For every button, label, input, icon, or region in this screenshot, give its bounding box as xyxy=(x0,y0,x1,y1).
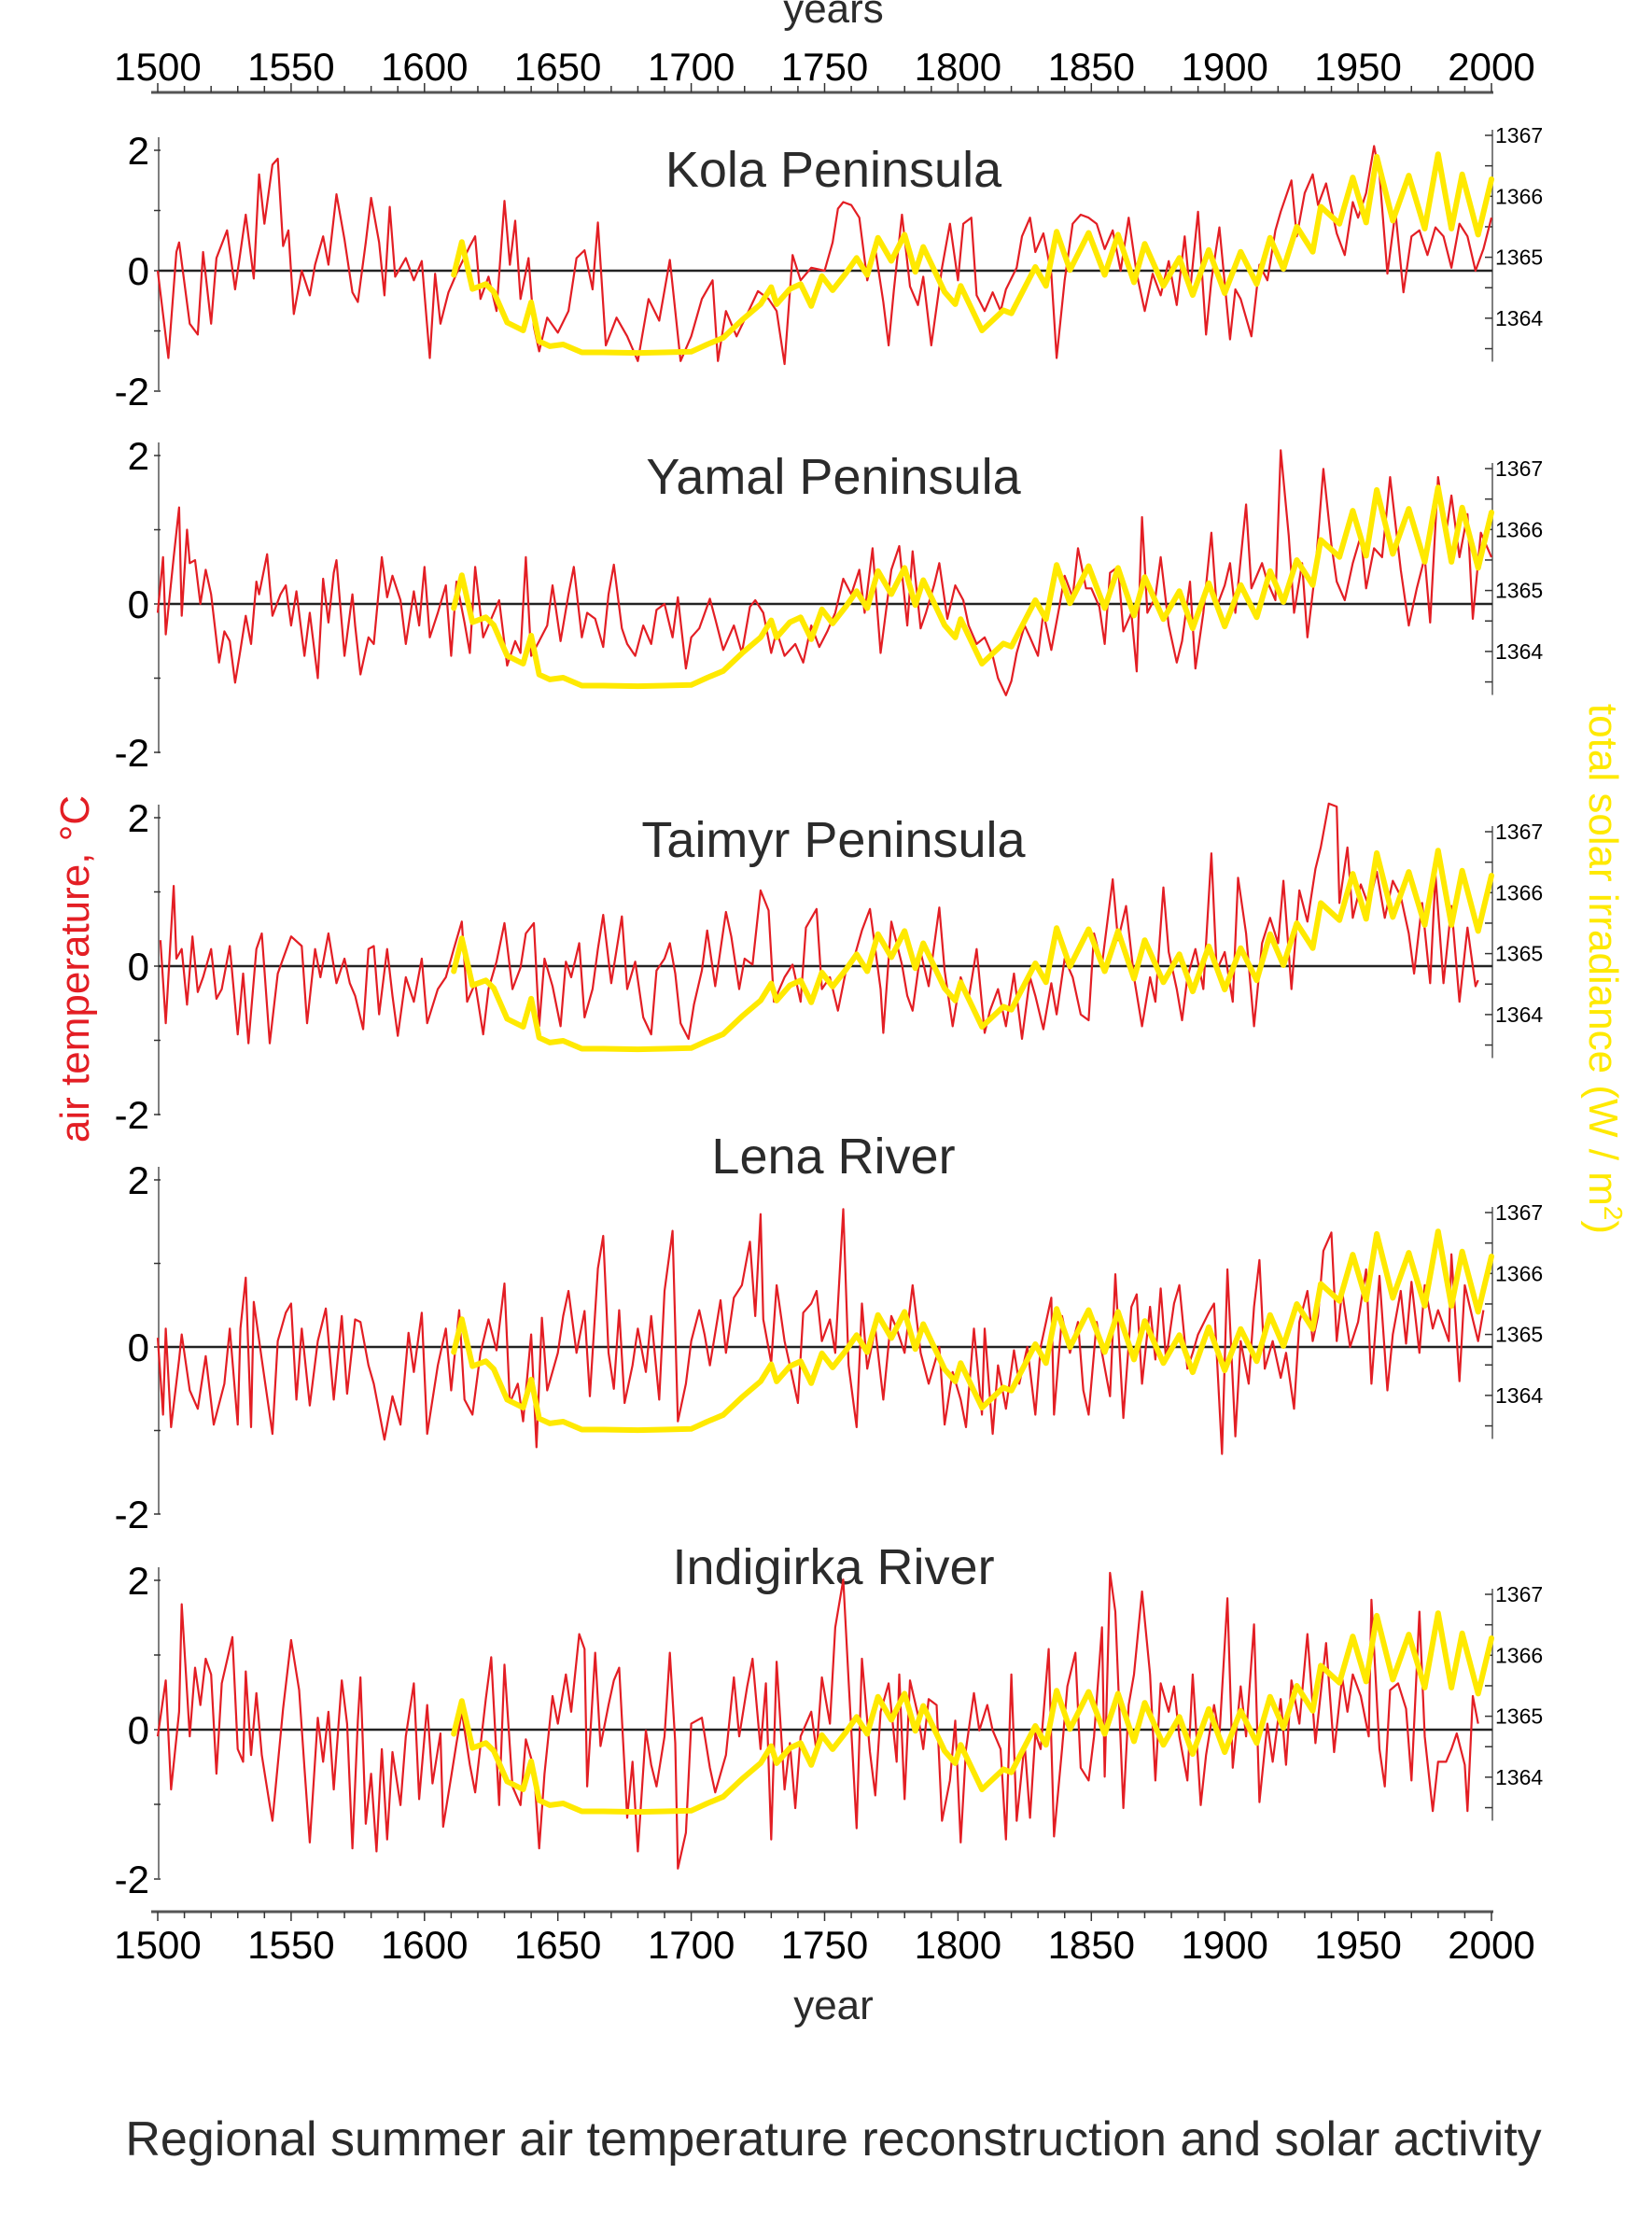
bottom-x-tick-label: 1700 xyxy=(648,1923,735,1967)
panel-kola-peninsula: 2 0 -2 1367 1366 1365 1364 Kola Peninsula xyxy=(115,123,1544,414)
x-axis-label: year xyxy=(793,1983,874,2028)
left-y-tick-label: -2 xyxy=(115,1093,149,1137)
top-x-tick-label: 1900 xyxy=(1181,45,1267,89)
top-axis-label: years xyxy=(783,0,884,32)
right-y-tick-label: 1365 xyxy=(1495,1323,1543,1347)
right-y-axis-label-sup: 2 xyxy=(1599,1206,1628,1221)
right-y-tick-label: 1365 xyxy=(1495,1704,1543,1729)
right-y-tick-label: 1365 xyxy=(1495,245,1543,270)
right-y-tick-label: 1364 xyxy=(1495,306,1543,330)
right-y-axis-label: total solar irradiance (W / m2) xyxy=(1580,704,1628,1234)
top-x-tick-label: 1700 xyxy=(648,45,735,89)
right-y-tick-label: 1367 xyxy=(1495,456,1543,481)
left-y-tick-label: -2 xyxy=(115,1858,149,1901)
top-x-tick-label: 1650 xyxy=(514,45,601,89)
right-y-axis-label-main: total solar irradiance (W / m xyxy=(1580,704,1626,1206)
bottom-x-tick-label: 1750 xyxy=(781,1923,868,1967)
top-x-tick-label: 1750 xyxy=(781,45,868,89)
right-y-axis-label-end: ) xyxy=(1580,1220,1626,1234)
right-y-tick-label: 1364 xyxy=(1495,1383,1543,1408)
solar-irradiance-series-line xyxy=(451,151,1494,357)
left-y-axis-label: air temperature, °C xyxy=(52,795,98,1143)
right-y-tick-label: 1366 xyxy=(1495,184,1543,208)
right-y-tick-label: 1364 xyxy=(1495,1765,1543,1789)
solar-irradiance-series-line xyxy=(451,1228,1494,1434)
temperature-series-line xyxy=(156,449,1493,696)
bottom-x-tick-label: 1650 xyxy=(514,1923,601,1967)
left-y-tick-label: 0 xyxy=(128,1325,149,1369)
top-x-tick-label: 1600 xyxy=(381,45,468,89)
chart-title: Regional summer air temperature reconstr… xyxy=(125,2112,1541,2167)
left-y-tick-label: 2 xyxy=(128,434,149,478)
panel-title: Lena River xyxy=(711,1129,955,1185)
panel-yamal-peninsula: 2 0 -2 1367 1366 1365 1364 Yamal Peninsula xyxy=(115,434,1544,775)
temperature-series-line xyxy=(156,1571,1479,1870)
right-y-tick-label: 1366 xyxy=(1495,880,1543,905)
solar-irradiance-series-line xyxy=(451,1610,1494,1816)
right-y-tick-label: 1364 xyxy=(1495,639,1543,664)
bottom-x-tick-label: 1950 xyxy=(1314,1923,1401,1967)
top-x-tick-label: 1800 xyxy=(915,45,1001,89)
right-y-tick-label: 1366 xyxy=(1495,1261,1543,1285)
bottom-x-tick-label: 1900 xyxy=(1181,1923,1267,1967)
right-y-tick-label: 1364 xyxy=(1495,1003,1543,1027)
left-y-tick-label: 0 xyxy=(128,582,149,626)
right-y-tick-label: 1365 xyxy=(1495,942,1543,966)
left-y-tick-label: 2 xyxy=(128,1559,149,1603)
panel-indigirka-river: 2 0 -2 1367 1366 1365 1364 Indigirka River xyxy=(115,1539,1544,1901)
bottom-x-tick-label: 1850 xyxy=(1048,1923,1135,1967)
right-y-tick-label: 1367 xyxy=(1495,1200,1543,1225)
temperature-series-line xyxy=(156,1208,1485,1455)
left-y-tick-label: 0 xyxy=(128,1708,149,1752)
left-y-tick-label: -2 xyxy=(115,1493,149,1536)
panel-title: Taimyr Peninsula xyxy=(641,812,1026,868)
right-y-tick-label: 1366 xyxy=(1495,517,1543,541)
solar-irradiance-series-line xyxy=(451,484,1494,690)
panel-title: Indigirka River xyxy=(672,1539,994,1595)
panel-title: Yamal Peninsula xyxy=(646,449,1021,505)
bottom-x-tick-label: 1500 xyxy=(114,1923,201,1967)
panel-lena-river: 2 0 -2 1367 1366 1365 1364 Lena River xyxy=(115,1129,1544,1536)
top-x-tick-label: 1550 xyxy=(247,45,334,89)
bottom-x-tick-label: 2000 xyxy=(1448,1923,1534,1967)
top-x-tick-label: 2000 xyxy=(1448,45,1534,89)
axes-layer: 1500 1550 1600 1650 1700 1750 1800 1850 1900 1950… xyxy=(114,45,1534,1967)
panel-taimyr-peninsula: 2 0 -2 1367 1366 1365 1364 Taimyr Peninsula xyxy=(115,796,1544,1137)
bottom-x-tick-label: 1550 xyxy=(247,1923,334,1967)
bottom-x-tick-label: 1800 xyxy=(915,1923,1001,1967)
left-y-tick-label: -2 xyxy=(115,731,149,775)
top-x-tick-label: 1850 xyxy=(1048,45,1135,89)
top-x-tick-label: 1500 xyxy=(114,45,201,89)
left-y-tick-label: -2 xyxy=(115,370,149,414)
left-y-tick-label: 2 xyxy=(128,796,149,840)
temperature-series-line xyxy=(156,145,1493,366)
panels-layer: 2 0 -2 1367 1366 1365 1364 Kola Peninsula 2 0 -2 13… xyxy=(115,123,1544,1901)
right-y-tick-label: 1367 xyxy=(1495,123,1543,147)
right-y-tick-label: 1366 xyxy=(1495,1643,1543,1667)
left-y-tick-label: 0 xyxy=(128,945,149,989)
left-y-tick-label: 2 xyxy=(128,1158,149,1202)
bottom-x-tick-label: 1600 xyxy=(381,1923,468,1967)
left-y-tick-label: 0 xyxy=(128,249,149,293)
solar-irradiance-series-line xyxy=(451,848,1494,1053)
right-y-tick-label: 1367 xyxy=(1495,1582,1543,1606)
panel-title: Kola Peninsula xyxy=(665,142,1002,198)
top-x-tick-label: 1950 xyxy=(1314,45,1401,89)
right-y-tick-label: 1365 xyxy=(1495,579,1543,603)
left-y-tick-label: 2 xyxy=(128,129,149,173)
right-y-tick-label: 1367 xyxy=(1495,820,1543,844)
